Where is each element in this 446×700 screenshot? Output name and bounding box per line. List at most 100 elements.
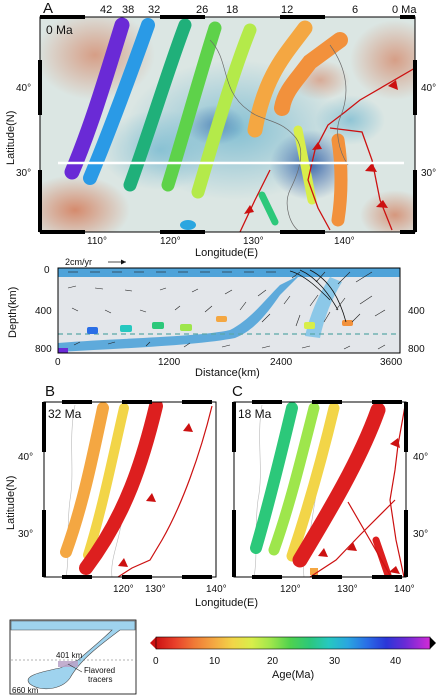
lat-tick: 40° [413,452,428,463]
slab-schematic-inset: 401 km 660 km Flavored tracers [9,619,137,695]
distance-tick: 0 [55,357,61,368]
trench-triangle [244,205,254,214]
tracer-band-18ma [191,23,257,199]
lon-tick: 130° [337,584,358,595]
top-age-label: 38 [122,4,134,16]
velocity-arrows [67,271,386,350]
tracer-band-32ma [123,18,192,192]
y-axis-label-b: Latitude(N) [5,476,17,530]
colorbar-tick: 20 [267,656,279,667]
colorbar-tick: 40 [390,656,402,667]
top-age-label: 0 Ma [392,4,417,16]
coastline [329,44,349,166]
section-tracer [120,325,132,332]
tracer-band-c [292,402,386,568]
section-tracer [216,316,227,322]
coastline [253,404,263,577]
inset-depth-660: 660 km [12,686,39,695]
panel-a-letter: A [43,0,53,17]
tracer-band-6ma [274,32,348,116]
inset-depth-401: 401 km [56,651,83,660]
lon-tick: 120° [160,236,181,247]
lon-tick: 120° [280,584,301,595]
plate-boundary-c [347,501,391,576]
section-tracer [180,324,192,331]
tracer-band-42ma [64,17,130,180]
lithosphere-layer [58,268,400,277]
top-age-label: 26 [196,4,208,16]
colorbar-label: Age(Ma) [272,669,314,681]
top-age-label: 42 [100,4,112,16]
cross-section-panel: 2cm/yr 0 400 800 400 800 0 1200 2400 360… [7,257,425,379]
tracer-band-small [258,191,279,226]
distance-tick: 2400 [270,357,293,368]
tomography-map-a [40,17,415,232]
lon-tick: 140° [206,584,227,595]
panel-c-letter: C [232,383,243,400]
tracer-band-c [286,402,340,562]
depth-tick: 400 [35,306,52,317]
time-label-a: 0 Ma [46,23,73,37]
inset-tracer-label: Flavored [84,666,115,675]
depth-tick: 0 [44,265,50,276]
panel-b-letter: B [45,383,55,400]
top-age-label: 12 [281,4,293,16]
depth-tick: 800 [408,344,425,355]
panel-c: C 18 Ma 40° 30° 120° 130° 140 [195,383,428,609]
section-tracer [58,348,68,353]
trench-triangle [312,142,322,150]
distance-tick: 1200 [158,357,181,368]
time-label-c: 18 Ma [238,407,272,421]
tracer-band-c [268,402,320,556]
section-frame [57,267,401,354]
panel-b: B 32 Ma 40° 30° 120° 130° 140° Latitude(… [5,383,227,595]
lat-tick: 40° [421,83,436,94]
tracer-band-b [83,403,129,560]
plate-boundary-trench [307,67,415,231]
section-y-label: Depth(km) [7,287,19,338]
time-label-b: 32 Ma [48,407,82,421]
lon-tick: 110° [87,236,107,247]
section-x-label: Distance(km) [195,367,260,379]
lon-tick: 140° [394,584,415,595]
section-tracer [87,327,98,334]
lon-tick: 120° [113,584,134,595]
section-tracer [152,322,164,329]
colorbar-low-arrow [150,637,156,649]
lon-tick: 130° [243,236,264,247]
tracer-band-b [60,402,109,558]
trench-triangle [388,80,398,90]
lat-tick: 30° [413,529,428,540]
lat-tick: 40° [18,452,33,463]
trench-triangle [376,200,388,208]
colorbar-high-arrow [430,637,436,649]
colorbar-tick: 30 [329,656,341,667]
age-colorbar: 0 10 20 30 40 Age(Ma) [150,636,436,681]
colorbar-tick: 0 [153,656,159,667]
lat-tick: 30° [421,168,436,179]
tracer-blob [310,568,318,575]
tracer-band-0ma [293,125,317,205]
top-age-label: 32 [148,4,160,16]
distance-tick: 3600 [380,357,403,368]
panel-a: A 42 38 32 26 18 12 6 0 Ma [5,0,436,259]
lon-tick: 140° [334,236,355,247]
inset-slab [10,620,136,690]
depth-tick: 400 [408,306,425,317]
y-axis-label-a: Latitude(N) [5,111,17,165]
lat-tick: 30° [16,168,31,179]
tracer-band-38ma [83,18,155,185]
top-age-label: 6 [352,4,358,16]
tracer-band-slab-front [331,133,348,227]
section-tracer [342,320,353,326]
plate-boundary-c [309,499,396,577]
plate-boundary-trench [329,127,393,231]
map-frame-a [39,16,416,233]
x-axis-label-bc: Longitude(E) [195,597,258,609]
velocity-scale-label: 2cm/yr [65,257,92,267]
plate-boundary-b [117,405,213,577]
subducted-slab [58,275,300,352]
section-tracer [304,322,315,329]
trench-triangle [365,163,377,172]
